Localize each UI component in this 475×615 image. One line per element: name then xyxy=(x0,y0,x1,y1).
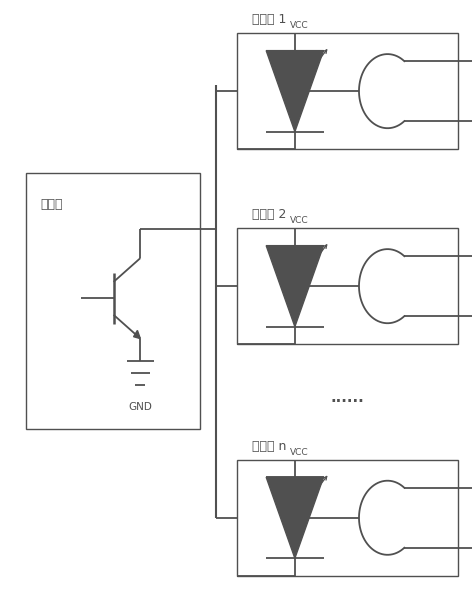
Text: ······: ······ xyxy=(331,394,365,410)
Polygon shape xyxy=(133,330,140,339)
Bar xyxy=(26,173,200,429)
Bar xyxy=(238,228,458,344)
Text: 主设备: 主设备 xyxy=(40,198,63,211)
Text: 从设备 2: 从设备 2 xyxy=(252,208,286,221)
Polygon shape xyxy=(266,245,323,327)
Text: GND: GND xyxy=(128,402,152,412)
Text: 从设备 1: 从设备 1 xyxy=(252,13,286,26)
Text: VCC: VCC xyxy=(290,448,309,457)
Polygon shape xyxy=(266,50,323,132)
Text: VCC: VCC xyxy=(290,216,309,225)
Bar xyxy=(238,460,458,576)
Text: 从设备 n: 从设备 n xyxy=(252,440,286,453)
Text: VCC: VCC xyxy=(290,21,309,30)
Bar xyxy=(238,33,458,149)
Polygon shape xyxy=(266,477,323,558)
